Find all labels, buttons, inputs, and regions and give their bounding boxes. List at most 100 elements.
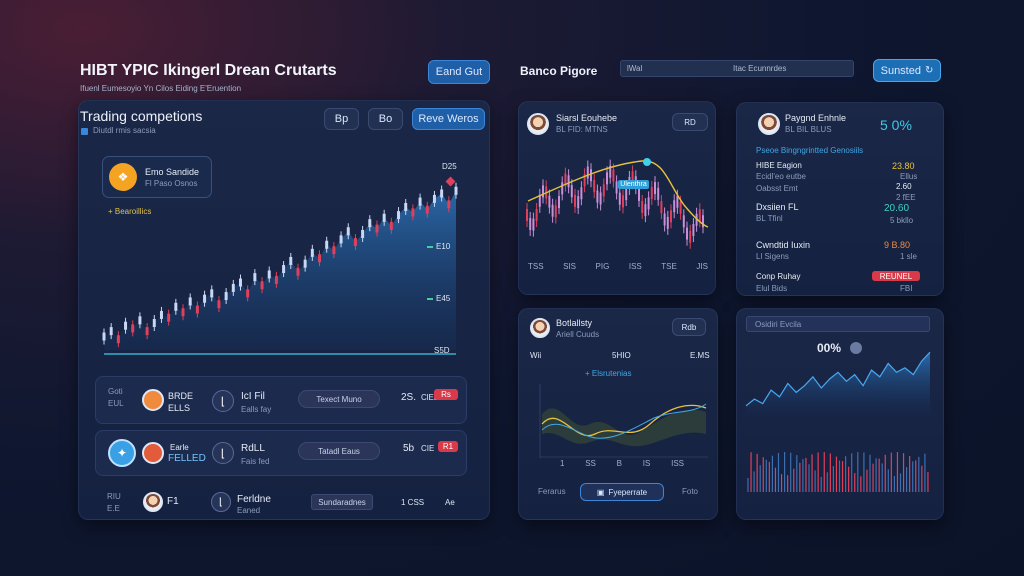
- candle: [174, 302, 178, 311]
- candle: [660, 201, 663, 214]
- row-col-a: Goti: [108, 387, 123, 396]
- candle: [124, 321, 128, 330]
- price-top-label: D25: [442, 162, 457, 171]
- candle: [397, 211, 401, 220]
- candle: [361, 229, 365, 238]
- toolbar-button-1[interactable]: Bp: [324, 108, 359, 130]
- item-sub: BL Tfinl: [756, 214, 783, 223]
- candle: [109, 327, 113, 336]
- row-logo-icon: ⌊: [211, 492, 231, 512]
- toolbar-button-2[interactable]: Bo: [368, 108, 403, 130]
- candle: [188, 297, 192, 306]
- candle: [609, 165, 612, 178]
- x-tick: IS: [642, 459, 651, 468]
- analysis-sub: Ariell Cuuds: [556, 330, 600, 339]
- row-pill[interactable]: Tatadl Eaus: [298, 442, 380, 460]
- portfolio-line: [745, 351, 931, 407]
- profile-section-title: Pseoe Bingngrintted Genosiils: [756, 146, 864, 155]
- analysis-stat: E.MS: [690, 351, 710, 360]
- row-code-sub: Eaned: [237, 506, 261, 515]
- review-button[interactable]: Reve Weros: [412, 108, 485, 130]
- candle: [596, 190, 599, 203]
- trend-curve: [527, 160, 709, 228]
- suggested-button[interactable]: Sunsted ↻: [873, 59, 941, 82]
- row-pill[interactable]: Texect Muno: [298, 390, 380, 408]
- row-code-sub: Ealls fay: [241, 405, 272, 414]
- analysis-stat: Wii: [530, 351, 542, 360]
- x-tick: ISS: [628, 262, 642, 271]
- row-change: CIE: [421, 444, 435, 453]
- candle: [289, 256, 293, 265]
- candle: [346, 227, 350, 236]
- candle: [586, 166, 589, 179]
- header-action-button[interactable]: Eand Gut: [428, 60, 490, 84]
- candle: [647, 197, 650, 210]
- portfolio-header-bar: Osidiri Evcila: [746, 316, 930, 332]
- analysis-stat: 5HIO: [612, 351, 631, 360]
- candle: [602, 184, 605, 197]
- candle: [638, 188, 640, 201]
- candle: [274, 275, 278, 284]
- market-candles: [526, 159, 704, 249]
- analysis-footer-right[interactable]: Foto: [682, 487, 699, 496]
- token-card[interactable]: ❖ Emo Sandide Fl Paso Osnos: [102, 156, 212, 198]
- row-price: 1 CSS: [401, 498, 425, 507]
- item-sub: Ecidl'eo eutbe: [756, 172, 807, 181]
- row-change: ClEa: [421, 393, 439, 402]
- row-pill[interactable]: Sundaradnes: [311, 494, 373, 510]
- candle: [246, 289, 250, 298]
- candle: [203, 294, 207, 303]
- candle: [644, 204, 647, 217]
- avatar: [143, 492, 163, 512]
- page-subtitle: Ifuenl Eumesoyio Yn Cilos Eiding E'Eruen…: [80, 84, 242, 93]
- analysis-x-axis: 1 SS B IS ISS: [560, 459, 684, 469]
- row-name-a: BRDE: [168, 391, 194, 401]
- candle: [593, 180, 596, 193]
- level-2-tick: [427, 298, 433, 300]
- search-bar[interactable]: lWal Itac Ecunnrdes: [620, 60, 854, 77]
- candle: [217, 300, 221, 309]
- candle: [231, 283, 235, 292]
- profile-id: BL BIL BLUS: [785, 125, 832, 134]
- analysis-legend: + Elsrutenias: [585, 369, 632, 378]
- x-tick: TSS: [528, 262, 544, 271]
- candle: [574, 194, 576, 207]
- candle: [631, 171, 634, 184]
- trade-row[interactable]: Goti EUL BRDE ELLS ⌊ IcI Fil Ealls fay T…: [95, 376, 467, 424]
- item-value: 23.80: [892, 161, 915, 171]
- market-user-sub: BL FID: MTNS: [556, 125, 608, 134]
- candle: [411, 208, 415, 217]
- trade-row[interactable]: RIU E.E F1 ⌊ Ferldne Eaned Sundaradnes 1…: [95, 484, 467, 518]
- candle: [389, 221, 393, 230]
- generate-icon: ▣: [596, 487, 605, 497]
- candle: [260, 281, 264, 290]
- candle: [542, 185, 544, 198]
- portfolio-chart: [745, 351, 931, 492]
- candle: [622, 195, 624, 208]
- callout-label: Ulenthra: [618, 180, 649, 189]
- candle: [641, 200, 644, 213]
- row-col-b: E.E: [107, 504, 120, 513]
- candle: [564, 173, 567, 186]
- level-1-tick: [427, 246, 433, 248]
- trade-row[interactable]: ✦ Earle FELLED ⌊ RdLL Fais fed Tatadl Ea…: [95, 430, 467, 476]
- candle: [181, 308, 185, 317]
- row-code-sub: Fais fed: [241, 457, 270, 466]
- item-status-tag: REUNEL: [872, 271, 920, 281]
- market-badge-button[interactable]: RD: [672, 113, 708, 131]
- token-name: Emo Sandide: [145, 167, 200, 177]
- search-right-text: Itac Ecunnrdes: [733, 64, 787, 73]
- row-tag: R1: [438, 441, 458, 452]
- candle: [689, 230, 692, 243]
- analysis-footer-left[interactable]: Ferarus: [538, 487, 566, 496]
- candle: [698, 209, 701, 222]
- candle: [554, 205, 557, 218]
- trading-title: Trading competions: [80, 108, 203, 124]
- item-label: Conp Ruhay: [756, 272, 801, 281]
- candle: [303, 259, 307, 268]
- analysis-badge-button[interactable]: Rdb: [672, 318, 706, 336]
- profile-name: Paygnd Enhnle: [785, 113, 847, 123]
- candle: [567, 175, 570, 188]
- analysis-footer-button[interactable]: ▣ Fyeperrate: [580, 483, 664, 501]
- row-name-b: FELLED: [168, 453, 206, 464]
